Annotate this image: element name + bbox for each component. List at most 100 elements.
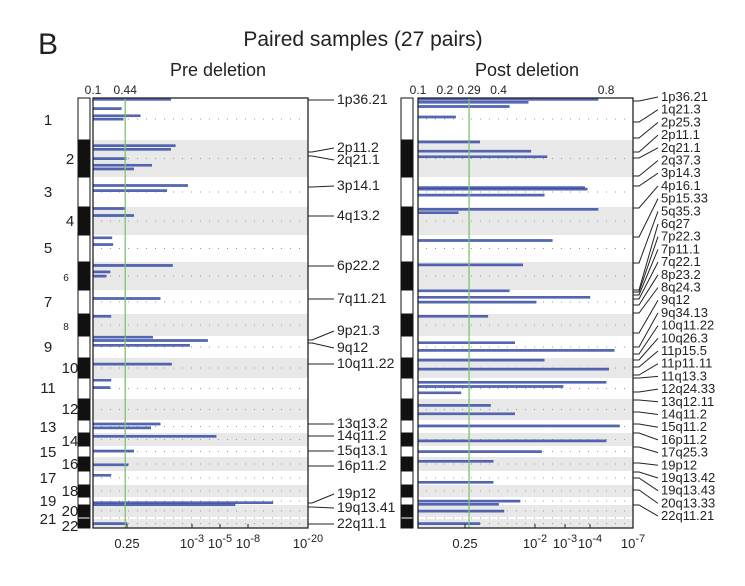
peak-label: 2q37.3 [661, 153, 701, 168]
chromosome-label: 14 [62, 433, 79, 450]
post-panel-title: Post deletion [475, 60, 579, 80]
bar-chr20 [417, 509, 505, 513]
tick-exponent: -8 [250, 533, 260, 545]
bar-chr11 [92, 378, 112, 382]
tick-base: 10 [180, 536, 194, 551]
tick-exponent: -4 [592, 533, 602, 545]
ideogram-chromosome [77, 419, 91, 434]
peak-label: 9q34.13 [661, 305, 708, 320]
peak-connector [308, 493, 335, 504]
bar-chr1 [417, 100, 529, 104]
bar-chr1 [92, 117, 124, 121]
peak-label: 14q11.2 [337, 427, 387, 443]
chromosome-label: 13 [40, 419, 57, 436]
bar-chr10 [417, 358, 545, 362]
bar-chr5 [92, 236, 113, 240]
peak-connector [633, 411, 659, 415]
peak-label: 15q13.1 [337, 442, 388, 458]
ideogram-chromosome [400, 432, 414, 447]
bar-chr16 [92, 463, 129, 467]
peak-label: 9q12 [337, 339, 368, 355]
bottom-tick-label: 10-8 [236, 533, 260, 551]
ideogram-chromosome [400, 377, 414, 400]
peak-label: 15q11.2 [661, 419, 707, 434]
bar-chr4 [92, 214, 134, 217]
peak-connector [633, 325, 659, 355]
bar-chr5 [92, 243, 114, 246]
bar-chr3 [417, 187, 588, 191]
peak-connector [633, 274, 659, 306]
bar-chr12 [417, 404, 491, 407]
peak-label: 19q13.41 [337, 499, 396, 515]
ideogram-chromosome [77, 456, 91, 472]
tick-base: 10 [578, 536, 592, 551]
peak-label: 8q24.3 [661, 280, 701, 295]
peak-connector [633, 471, 659, 479]
peak-label: 3p14.1 [337, 177, 380, 193]
tick-base: 10 [236, 536, 250, 551]
chromosome-label: 18 [62, 483, 79, 500]
ideogram-chromosome [77, 398, 91, 421]
chromosome-label: 12 [62, 401, 79, 418]
chromosome-label: 19 [40, 493, 57, 510]
peak-connector [308, 506, 335, 509]
bar-chr6 [92, 270, 111, 274]
peak-connector [308, 330, 335, 341]
top-tick-label: 0.44 [114, 83, 138, 97]
peak-label: 13q13.2 [337, 415, 388, 431]
bar-chr7 [417, 289, 510, 293]
peak-connector [633, 109, 659, 123]
bar-chr2 [417, 155, 548, 159]
tick-base: 10 [523, 536, 537, 551]
peak-connector [633, 350, 659, 368]
peak-label: 1p36.21 [337, 91, 388, 107]
bar-chr7 [417, 296, 591, 299]
ideogram-chromosome [77, 335, 91, 359]
bottom-tick-label: 0.25 [114, 536, 139, 551]
ideogram-chromosome [400, 357, 414, 379]
peak-label: 5q35.3 [661, 203, 701, 218]
peak-connector [633, 172, 659, 187]
tick-base: 10 [293, 536, 307, 551]
bar-chr2 [92, 167, 134, 171]
ideogram-chromosome [77, 289, 91, 315]
bar-chr15 [417, 450, 542, 453]
bar-chr10 [92, 362, 172, 366]
ideogram-chromosome [400, 398, 414, 421]
bar-chr11 [92, 386, 111, 389]
peak-label: 6p22.2 [337, 257, 380, 273]
top-tick-label: 0.29 [457, 83, 481, 97]
chromosome-label: 4 [66, 213, 74, 230]
peak-connector [633, 287, 659, 314]
chromosome-label: 22 [62, 518, 79, 535]
bar-chr4 [92, 207, 125, 210]
peak-connector [308, 155, 335, 161]
peak-connector [633, 122, 659, 139]
tick-exponent: -3 [567, 533, 577, 545]
ideogram-chromosome [77, 176, 91, 208]
top-tick-label: 0.1 [410, 83, 427, 97]
peak-label: 13q12.11 [661, 394, 714, 409]
tick-exponent: -2 [537, 533, 547, 545]
peak-label: 2p25.3 [661, 114, 701, 129]
peak-label: 2q21.1 [337, 151, 380, 167]
peak-connector [633, 337, 659, 361]
peak-connector [633, 261, 659, 300]
ideogram-chromosome [77, 377, 91, 400]
ideogram-chromosome [400, 518, 414, 529]
bar-chr7 [92, 297, 161, 300]
peak-label: 4p16.1 [661, 178, 701, 193]
bar-chr1 [92, 107, 122, 110]
bar-chr9 [92, 344, 190, 347]
chromosome-label: 5 [44, 240, 52, 257]
chromosome-label: 21 [40, 511, 57, 528]
chromosome-label: 1 [44, 112, 52, 129]
peak-label: 19q13.42 [661, 470, 715, 485]
top-tick-label: 0.4 [490, 83, 507, 97]
peak-label: 1p36.21 [661, 89, 708, 104]
bottom-tick-label: 10-3 [180, 533, 204, 551]
tick-exponent: -5 [222, 533, 232, 545]
bar-chr13 [92, 426, 151, 430]
